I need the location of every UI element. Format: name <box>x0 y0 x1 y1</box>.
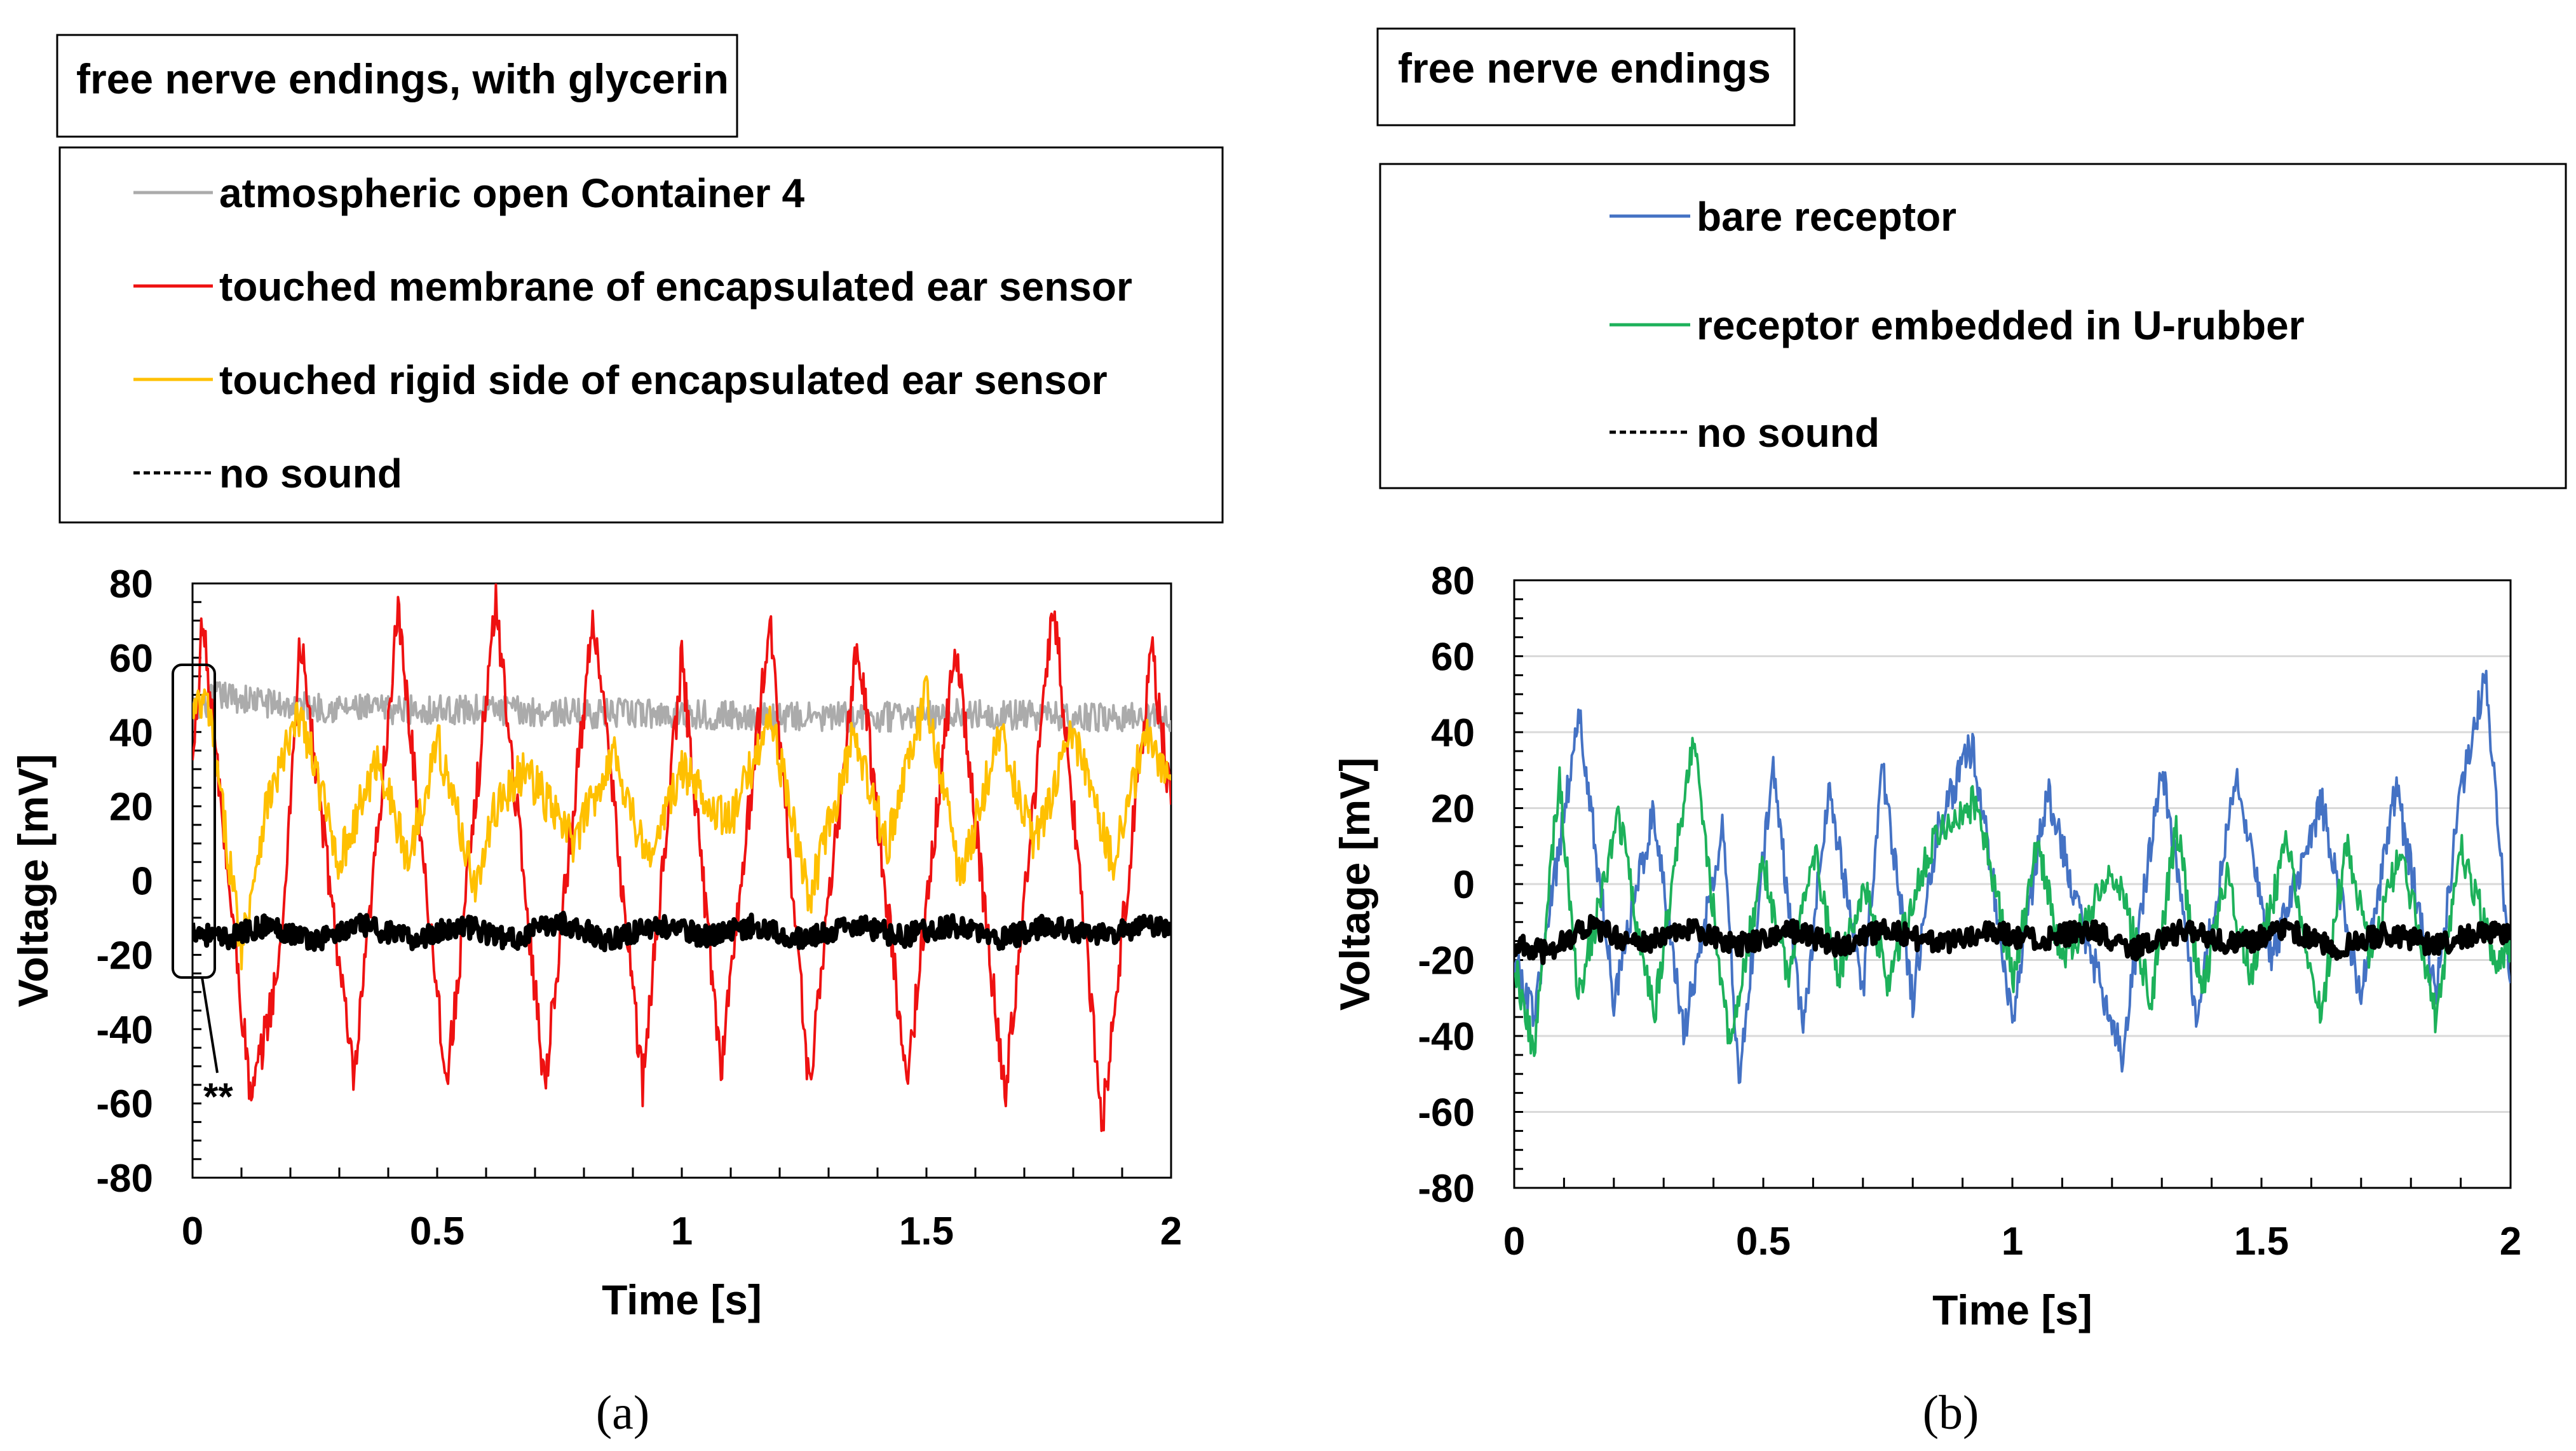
legend-item: no sound <box>133 451 402 496</box>
legend-label: touched membrane of encapsulated ear sen… <box>219 264 1132 310</box>
y-tick-label: 0 <box>1453 863 1475 907</box>
annotation-marker: ** <box>203 1075 233 1118</box>
y-tick-label: -80 <box>96 1157 153 1201</box>
y-tick-label: 20 <box>109 786 153 829</box>
series-line <box>193 910 1171 953</box>
x-tick-label: 0 <box>1503 1220 1525 1264</box>
caption-a: (a) <box>596 1386 649 1440</box>
legend-item: no sound <box>1610 410 1880 456</box>
legend-label: bare receptor <box>1697 194 1956 240</box>
legend-item: touched rigid side of encapsulated ear s… <box>133 357 1108 403</box>
panel-b-title-box: free nerve endings <box>1376 27 1796 126</box>
chart-a: 0 0.5 1 1.5 2 80 60 40 20 0 -20 -40 -60 -80 Time [s] Vo… <box>10 562 1182 1323</box>
annotation-pointer <box>201 977 219 1073</box>
legend-label: no sound <box>1697 410 1880 456</box>
x-axis-title: Time [s] <box>602 1276 762 1323</box>
y-tick-label: -20 <box>1418 939 1475 983</box>
y-tick-label: 40 <box>1431 711 1475 755</box>
panel-a-title-box: free nerve endings, with glycerin <box>56 34 738 138</box>
y-tick-label: -20 <box>96 934 153 978</box>
series-line <box>193 681 1171 733</box>
chart-b: 0 0.5 1 1.5 2 80 60 40 20 0 -20 -40 -60 -80 Time [s] Vo… <box>1331 559 2521 1333</box>
y-tick-label: 20 <box>1431 787 1475 831</box>
y-tick-label: -60 <box>96 1082 153 1126</box>
y-tick-label: 80 <box>1431 559 1475 603</box>
x-axis-title: Time [s] <box>1932 1286 2092 1333</box>
x-tick-label: 1 <box>2002 1220 2023 1264</box>
x-tick-label: 0.5 <box>410 1209 464 1253</box>
panel-b-title: free nerve endings <box>1398 44 1771 92</box>
y-tick-label: 40 <box>109 711 153 755</box>
series-line <box>1514 737 2511 1058</box>
x-tick-label: 1.5 <box>899 1209 954 1253</box>
annotation-group: ** <box>172 664 233 1118</box>
legend-label: touched rigid side of encapsulated ear s… <box>219 357 1108 403</box>
x-tick-label: 2 <box>1160 1209 1182 1253</box>
legend-label: no sound <box>219 451 402 496</box>
series-line <box>1514 914 2511 965</box>
series-line <box>193 675 1171 971</box>
panel-b-legend: bare receptor receptor embedded in U-rub… <box>1379 163 2567 489</box>
x-tick-label: 0 <box>182 1209 203 1253</box>
legend-label: atmospheric open Container 4 <box>219 170 804 216</box>
caption-b: (b) <box>1923 1386 1979 1440</box>
y-tick-label: 60 <box>109 637 153 681</box>
y-tick-label: 60 <box>1431 636 1475 679</box>
x-tick-label: 0.5 <box>1736 1220 1791 1264</box>
y-axis-title: Voltage [mV] <box>1331 758 1378 1011</box>
x-tick-label: 2 <box>2500 1220 2521 1264</box>
legend-label: receptor embedded in U-rubber <box>1697 303 2305 348</box>
series-line <box>193 583 1171 1133</box>
legend-item: atmospheric open Container 4 <box>133 170 804 216</box>
x-tick-label: 1.5 <box>2234 1220 2289 1264</box>
legend-item: bare receptor <box>1610 194 1956 240</box>
x-tick-label: 1 <box>671 1209 693 1253</box>
legend-item: touched membrane of encapsulated ear sen… <box>133 264 1132 310</box>
series-line <box>1514 669 2511 1084</box>
panel-a-legend: atmospheric open Container 4 touched mem… <box>58 146 1224 524</box>
panel-a-title: free nerve endings, with glycerin <box>76 55 729 102</box>
y-tick-label: -60 <box>1418 1091 1475 1135</box>
y-tick-label: -80 <box>1418 1167 1475 1211</box>
legend-item: receptor embedded in U-rubber <box>1610 303 2305 348</box>
y-tick-label: 0 <box>132 860 153 904</box>
y-tick-label: 80 <box>109 562 153 606</box>
y-tick-label: -40 <box>96 1008 153 1052</box>
annotation-bracket <box>172 664 216 979</box>
y-axis-title: Voltage [mV] <box>10 754 57 1007</box>
y-tick-label: -40 <box>1418 1015 1475 1059</box>
